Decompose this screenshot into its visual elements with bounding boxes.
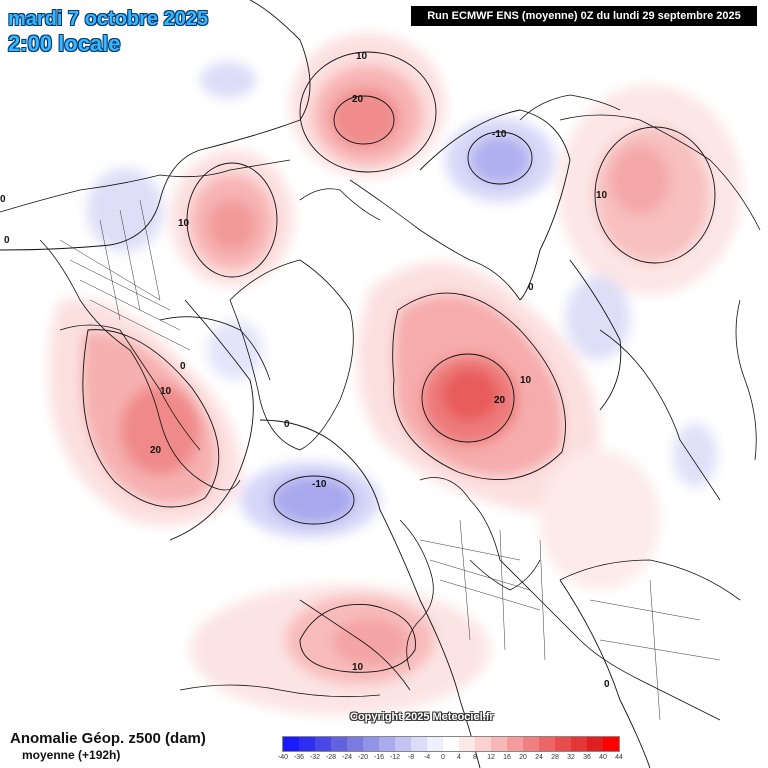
borders	[59, 199, 721, 721]
legend-tick-label: 16	[503, 754, 511, 761]
legend-tick-label: -20	[357, 754, 369, 761]
contour-label: 10	[178, 218, 190, 229]
contour-label: 0	[4, 235, 10, 246]
contour-label: 10	[596, 190, 608, 201]
coastlines	[0, 94, 761, 721]
legend-swatch	[331, 737, 347, 751]
contour-label: 10	[356, 51, 368, 62]
contour-label: 0	[604, 679, 610, 690]
legend-tick-label: -24	[341, 754, 353, 761]
contour-label: 0	[284, 419, 290, 430]
run-banner: Run ECMWF ENS (moyenne) 0Z du lundi 29 s…	[411, 6, 757, 26]
legend-tick-label: 32	[567, 754, 575, 761]
forecast-time: 2:00 locale	[8, 31, 121, 56]
legend-tick-label: 0	[441, 754, 445, 761]
legend-tick-label: -28	[325, 754, 337, 761]
contour-label: 0	[0, 194, 6, 205]
legend-swatch	[587, 737, 603, 751]
legend-swatch	[411, 737, 427, 751]
legend-tick-label: 8	[473, 754, 477, 761]
contour-label: 0	[180, 361, 186, 372]
contour-label: -10	[492, 129, 507, 140]
legend-swatch	[299, 737, 315, 751]
legend-swatch	[427, 737, 443, 751]
contour-labels: 10 20 -10 10 10 0 0 10 20 0 0 10 20 -10 …	[0, 51, 610, 690]
legend-swatch	[395, 737, 411, 751]
contour-label: 10	[160, 386, 172, 397]
anomaly-fields	[48, 33, 742, 715]
legend-tick-label: 4	[457, 754, 461, 761]
legend-swatch	[603, 737, 619, 751]
legend-swatch	[555, 737, 571, 751]
legend-tick-label: 40	[599, 754, 607, 761]
legend-swatch	[539, 737, 555, 751]
legend-swatch	[363, 737, 379, 751]
legend-tick-label: -36	[293, 754, 305, 761]
legend-tick-label: 36	[583, 754, 591, 761]
legend-swatch	[283, 737, 299, 751]
legend-swatch	[491, 737, 507, 751]
contour-label: 10	[520, 375, 532, 386]
legend-tick-label: -8	[407, 754, 415, 761]
legend-tick-label: 20	[519, 754, 527, 761]
legend-swatch	[507, 737, 523, 751]
legend-swatch	[315, 737, 331, 751]
legend-tick-label: -40	[277, 754, 289, 761]
legend-tick-label: 44	[615, 754, 623, 761]
legend-tick-label: 12	[487, 754, 495, 761]
copyright: Copyright 2025 Meteociel.fr	[350, 711, 494, 723]
legend-tick-label: 24	[535, 754, 543, 761]
legend-swatch	[347, 737, 363, 751]
contour-label: 20	[494, 395, 506, 406]
forecast-date: mardi 7 octobre 2025	[8, 8, 209, 30]
legend-swatch	[571, 737, 587, 751]
contour-label: 20	[352, 94, 364, 105]
legend-swatch	[523, 737, 539, 751]
legend-tick-label: -4	[423, 754, 431, 761]
contour-label: 20	[150, 445, 162, 456]
color-legend	[282, 736, 620, 752]
contour-label: 10	[352, 662, 364, 673]
legend-tick-label: -16	[373, 754, 385, 761]
legend-swatch	[475, 737, 491, 751]
contour-lines	[0, 0, 716, 768]
legend-labels: -40 -36 -32 -28 -24 -20 -16 -12 -8 -4 0 4 8 12 16 20 24 2…	[278, 754, 623, 766]
contour-label: -10	[312, 479, 327, 490]
legend-swatch	[459, 737, 475, 751]
legend-tick-label: 28	[551, 754, 559, 761]
contour-label: 0	[528, 282, 534, 293]
variable-subtitle: moyenne (+192h)	[22, 748, 121, 762]
legend-tick-label: -12	[389, 754, 401, 761]
legend-swatch	[443, 737, 459, 751]
variable-name: Anomalie Géop. z500 (dam)	[10, 730, 206, 747]
legend-swatch	[379, 737, 395, 751]
legend-tick-label: -32	[309, 754, 321, 761]
